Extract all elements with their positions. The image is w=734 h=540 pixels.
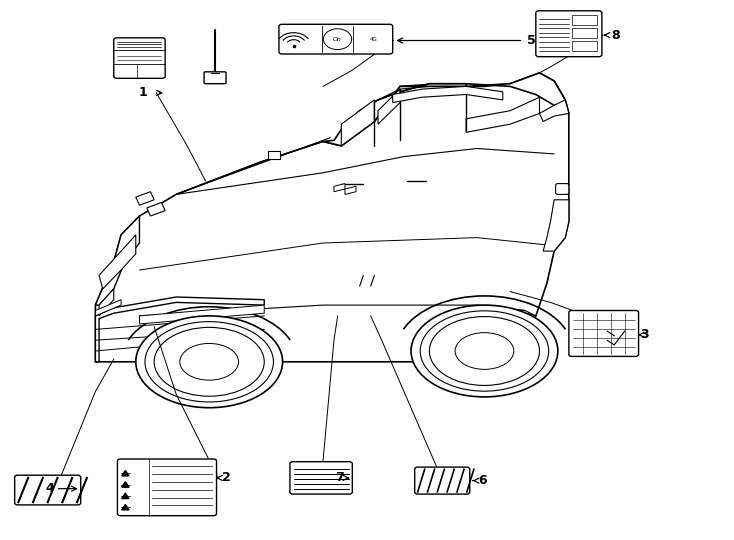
Bar (573, 28, 597, 38)
Text: 4: 4 (46, 482, 54, 495)
Polygon shape (543, 200, 569, 251)
Text: 2: 2 (222, 471, 230, 484)
FancyBboxPatch shape (279, 24, 393, 54)
Text: 3: 3 (640, 328, 649, 341)
Ellipse shape (136, 316, 283, 408)
Ellipse shape (420, 311, 548, 391)
Polygon shape (136, 192, 154, 205)
Bar (573, 41, 597, 51)
Polygon shape (95, 73, 569, 362)
FancyBboxPatch shape (204, 72, 226, 84)
Polygon shape (393, 86, 503, 103)
Polygon shape (466, 97, 539, 132)
Ellipse shape (411, 305, 558, 397)
Ellipse shape (154, 327, 264, 396)
Circle shape (324, 29, 352, 50)
Polygon shape (99, 235, 136, 289)
FancyBboxPatch shape (114, 38, 165, 78)
Polygon shape (378, 89, 400, 124)
Text: 8: 8 (611, 29, 619, 42)
Text: 5: 5 (527, 34, 536, 47)
Polygon shape (99, 289, 114, 316)
Polygon shape (139, 305, 264, 324)
Polygon shape (334, 184, 345, 192)
FancyBboxPatch shape (415, 467, 470, 494)
Polygon shape (122, 482, 129, 487)
Text: 6: 6 (478, 474, 487, 487)
Polygon shape (345, 186, 356, 194)
Polygon shape (268, 151, 280, 159)
Ellipse shape (455, 333, 514, 369)
FancyBboxPatch shape (556, 184, 569, 194)
Polygon shape (95, 216, 139, 305)
Ellipse shape (145, 322, 273, 402)
Ellipse shape (429, 316, 539, 386)
Polygon shape (122, 493, 129, 498)
Text: 7: 7 (335, 471, 344, 484)
Text: On: On (333, 37, 342, 42)
Polygon shape (95, 300, 121, 316)
Polygon shape (539, 100, 569, 122)
FancyBboxPatch shape (15, 475, 81, 505)
Text: 1: 1 (139, 86, 148, 99)
Polygon shape (122, 470, 129, 476)
FancyBboxPatch shape (569, 310, 639, 356)
Polygon shape (122, 504, 129, 510)
Polygon shape (95, 297, 264, 362)
FancyBboxPatch shape (536, 11, 602, 57)
Ellipse shape (180, 343, 239, 380)
FancyBboxPatch shape (117, 459, 217, 516)
Polygon shape (147, 202, 165, 216)
FancyBboxPatch shape (290, 462, 352, 494)
Polygon shape (323, 73, 569, 146)
Bar (573, 15, 597, 25)
Text: 4G: 4G (369, 37, 377, 42)
Polygon shape (341, 100, 374, 146)
